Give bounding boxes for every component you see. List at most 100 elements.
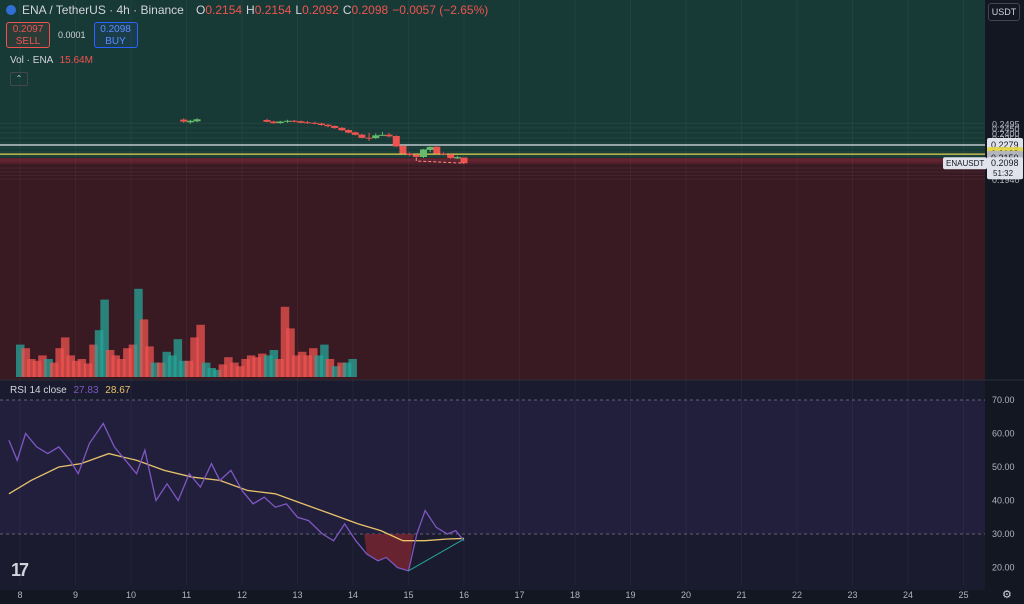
rsi-legend[interactable]: RSI 14 close 27.83 28.67 [10, 385, 130, 396]
gear-icon[interactable]: ⚙ [1002, 589, 1012, 601]
ohlc-value: −0.0057 (−2.65%) [392, 3, 489, 17]
volume-bar [331, 366, 341, 377]
resistance-zone [0, 157, 985, 164]
rsi-tick-label: 20.00 [992, 563, 1015, 573]
rsi-band-bg [0, 400, 985, 534]
volume-bar [320, 344, 329, 377]
volume-bar [337, 362, 346, 377]
rsi-tick-label: 30.00 [992, 529, 1015, 539]
candle-down [439, 153, 447, 155]
volume-bar [218, 364, 228, 377]
symbol-header[interactable]: ENA / TetherUS · 4h · Binance [6, 3, 184, 17]
buy-price: 0.2098 [100, 24, 131, 35]
candle-down [290, 120, 298, 122]
rsi-divergence-line [408, 538, 465, 572]
price-lower-zone [0, 157, 985, 380]
sell-label: SELL [15, 36, 41, 47]
volume-bar [168, 355, 177, 377]
volume-bar [162, 351, 172, 377]
buy-button[interactable]: 0.2098 BUY [93, 22, 138, 48]
volume-bar [139, 319, 149, 377]
candle-down [324, 124, 332, 127]
ohlc-key: O [196, 3, 206, 17]
symbol-tag: ENAUSDT [946, 159, 984, 168]
volume-bar [252, 357, 261, 377]
candle-up [372, 135, 380, 139]
volume-bar [145, 346, 154, 377]
price-tag-bg [987, 157, 1023, 180]
volume-legend[interactable]: Vol · ENA 15.64M [10, 55, 93, 66]
candle-down [447, 154, 455, 158]
rsi-tick-label: 70.00 [992, 395, 1015, 405]
candle-up [453, 157, 461, 159]
volume-bar [111, 355, 120, 377]
volume-bar [32, 360, 42, 377]
volume-bar [60, 337, 70, 377]
candle-up [186, 120, 194, 123]
y-tick-label: 0.2450 [992, 124, 1020, 134]
sell-button[interactable]: 0.2097 SELL [6, 22, 50, 48]
volume-bar [257, 353, 267, 377]
candle-up [419, 149, 427, 157]
x-tick-label: 8 [17, 590, 22, 600]
volume-bar [150, 362, 160, 377]
x-tick-label: 9 [73, 590, 78, 600]
rsi-ma-value: 28.67 [105, 385, 131, 396]
candle-down [412, 154, 420, 157]
volume-bar [66, 355, 76, 377]
x-tick-label: 10 [126, 590, 136, 600]
volume-bar [72, 360, 81, 377]
symbol-tag-bg [943, 157, 987, 170]
volume-bar [44, 359, 53, 377]
volume-bar [303, 355, 312, 377]
x-tick-label: 21 [736, 590, 746, 600]
volume-bar [269, 350, 279, 377]
buy-label: BUY [105, 36, 126, 47]
divergence-marker [415, 157, 465, 164]
ena-logo-icon [6, 5, 16, 15]
trade-panel: 0.2097 SELL 0.0001 0.2098 BUY [6, 22, 138, 48]
x-tick-label: 16 [459, 590, 469, 600]
volume-bar [55, 348, 64, 377]
currency-button[interactable]: USDT [988, 3, 1020, 21]
volume-bar [297, 351, 307, 377]
volume-bar [179, 360, 188, 377]
volume-bar [314, 355, 324, 377]
volume-bar [94, 330, 104, 377]
collapse-legend-icon[interactable]: ⌃ [10, 72, 28, 86]
volume-bar [134, 288, 143, 377]
x-tick-label: 25 [958, 590, 968, 600]
volume-bar [224, 357, 233, 377]
volume-bar [230, 362, 239, 377]
rsi-tick-label: 50.00 [992, 462, 1015, 472]
x-tick-label: 19 [625, 590, 635, 600]
ohlc-value: 0.2098 [351, 3, 389, 17]
rsi-tick-label: 60.00 [992, 429, 1015, 439]
volume-bar [105, 350, 115, 377]
ohlc-key: C [342, 3, 352, 17]
candle-down [433, 146, 441, 154]
volume-bar [89, 344, 98, 377]
x-tick-label: 12 [237, 590, 247, 600]
y-tick-label: 0.2495 [992, 119, 1020, 129]
volume-bar [38, 355, 47, 377]
ohlc-key: H [246, 3, 255, 17]
volume-bar [213, 369, 222, 377]
rsi-line [8, 422, 465, 572]
sell-price: 0.2097 [12, 24, 44, 35]
x-tick-label: 17 [514, 590, 524, 600]
volume-bar [27, 359, 36, 377]
candle-down [311, 122, 319, 124]
candle-down [358, 134, 366, 138]
rsi-ma-line [8, 452, 465, 542]
x-tick-label: 22 [792, 590, 802, 600]
volume-bar [49, 362, 59, 377]
candle-up [276, 121, 284, 124]
candle-down [399, 145, 407, 154]
volume-bar [291, 355, 301, 377]
volume-bar [342, 362, 352, 377]
ohlc-value: 0.2154 [254, 3, 292, 17]
y-tick-label: 0.1940 [992, 175, 1020, 185]
volume-bar [309, 348, 318, 377]
